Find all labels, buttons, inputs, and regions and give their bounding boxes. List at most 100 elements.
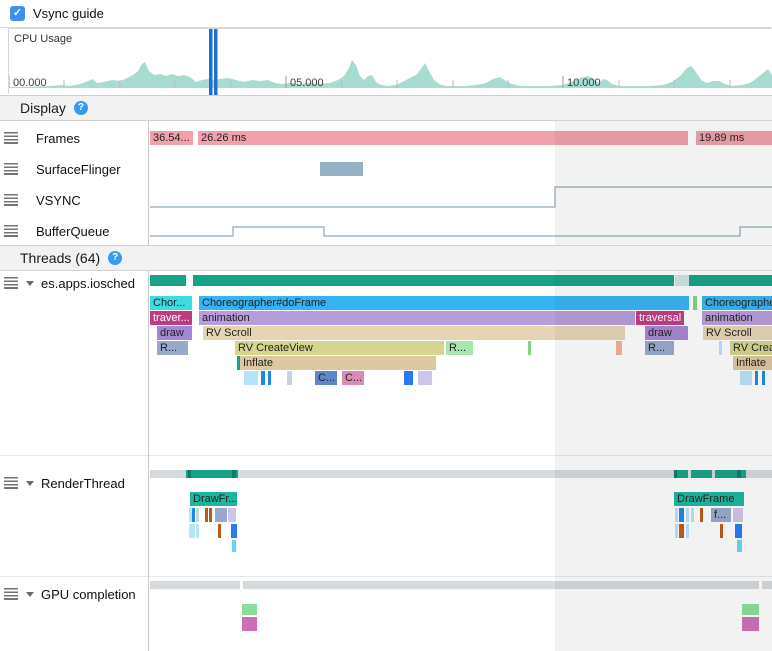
drag-handle-icon[interactable] [4,162,18,176]
trace-bar[interactable] [733,508,743,522]
trace-bar[interactable] [679,508,684,522]
trace-event[interactable]: 19.89 ms [696,131,772,145]
trace-bar[interactable] [192,524,195,538]
trace-bar[interactable] [737,470,741,478]
trace-event[interactable]: Choreographer#doFrame [702,296,772,310]
trace-event[interactable]: R... [645,341,674,355]
trace-event[interactable]: animation [702,311,772,325]
trace-bar[interactable] [674,470,746,478]
trace-event[interactable]: C... [342,371,364,385]
drag-handle-icon[interactable] [4,276,18,290]
trace-bar[interactable] [150,275,186,286]
trace-bar[interactable] [192,508,195,522]
trace-bar[interactable] [232,470,236,478]
trace-bar[interactable] [205,508,208,522]
trace-event[interactable]: animation [199,311,635,325]
trace-bar[interactable] [742,604,759,615]
drag-handle-icon[interactable] [4,193,18,207]
trace-event[interactable]: draw [645,326,688,340]
trace-bar[interactable] [287,371,292,385]
trace-event[interactable]: f... [711,508,731,522]
trace-event[interactable]: R... [157,341,188,355]
collapse-caret-icon[interactable] [26,480,34,486]
trace-bar[interactable] [193,275,674,286]
trace-bar[interactable] [215,508,227,522]
trace-bar[interactable] [755,371,758,385]
trace-bar[interactable] [686,508,689,522]
trace-bar[interactable] [186,470,238,478]
trace-bar[interactable] [720,524,723,538]
trace-bar[interactable] [404,371,413,385]
trace-bar[interactable] [740,371,752,385]
drag-handle-icon[interactable] [4,587,18,601]
trace-bar[interactable] [712,470,715,478]
trace-event[interactable]: RV CreateView [235,341,444,355]
trace-event[interactable]: traver... [150,311,192,325]
trace-bar[interactable] [150,470,772,478]
collapse-caret-icon[interactable] [26,591,34,597]
drag-handle-icon[interactable] [4,131,18,145]
trace-bar[interactable] [689,275,772,286]
trace-bar[interactable] [700,508,703,522]
drag-handle-icon[interactable] [4,224,18,238]
trace-bar[interactable] [719,341,722,355]
trace-event[interactable]: RV Scroll [203,326,625,340]
help-icon[interactable]: ? [73,101,88,115]
drag-handle-icon[interactable] [4,476,18,490]
trace-bar[interactable] [242,617,257,631]
trace-bar[interactable] [675,524,678,538]
trace-bar[interactable] [150,581,240,589]
trace-bar[interactable] [209,508,212,522]
trace-event[interactable]: Inflate [733,356,772,370]
trace-bar[interactable] [242,604,257,615]
trace-bar[interactable] [231,524,237,538]
trace-bar[interactable] [675,508,678,522]
trace-bar[interactable] [320,162,363,176]
collapse-caret-icon[interactable] [26,280,34,286]
cpu-usage-chart[interactable]: 00.000 05.000 10.000 [0,28,772,95]
trace-bar[interactable] [528,341,531,355]
trace-bar[interactable] [196,524,199,538]
trace-bar[interactable] [762,581,772,589]
trace-event[interactable]: traversal [636,311,684,325]
trace-event[interactable]: RV Scroll [703,326,772,340]
trace-bar[interactable] [686,524,689,538]
trace-event[interactable]: Choreographer#doFrame [199,296,689,310]
trace-bar[interactable] [189,524,192,538]
trace-bar[interactable] [268,371,271,385]
trace-bar[interactable] [232,540,236,552]
trace-bar[interactable] [737,540,742,552]
display-section-header[interactable]: Display ? [0,95,772,121]
trace-bar[interactable] [196,508,199,522]
trace-bar[interactable] [188,470,191,478]
trace-event[interactable]: Chor... [150,296,192,310]
trace-event[interactable]: R... [446,341,473,355]
trace-bar[interactable] [735,524,742,538]
trace-bar[interactable] [237,356,240,370]
trace-bar[interactable] [189,508,192,522]
trace-bar[interactable] [674,470,677,478]
trace-bar[interactable] [228,508,236,522]
trace-event[interactable]: Inflate [240,356,436,370]
trace-event[interactable]: C... [315,371,337,385]
trace-bar[interactable] [261,371,265,385]
selection-overlay[interactable] [555,121,772,651]
trace-bar[interactable] [675,275,689,286]
vsync-guide-checkbox[interactable]: ✓ [10,6,25,21]
trace-bar[interactable] [616,341,622,355]
trace-event[interactable]: 26.26 ms [198,131,688,145]
trace-bar[interactable] [762,371,765,385]
trace-event[interactable]: DrawFrame [674,492,744,506]
trace-bar[interactable] [243,581,759,589]
trace-bar[interactable] [218,524,221,538]
trace-bar[interactable] [679,524,684,538]
trace-bar[interactable] [742,617,759,631]
trace-bar[interactable] [691,508,694,522]
trace-bar[interactable] [244,371,258,385]
trace-event[interactable]: RV CreateView [730,341,772,355]
trace-event[interactable]: draw [157,326,192,340]
trace-bar[interactable] [688,470,691,478]
help-icon[interactable]: ? [108,251,123,265]
threads-section-header[interactable]: Threads (64) ? [0,245,772,271]
trace-event[interactable]: DrawFr... [190,492,237,506]
